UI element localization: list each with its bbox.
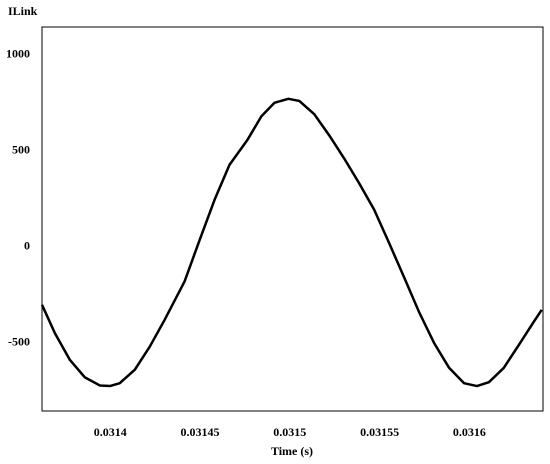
x-tick-label: 0.03155 (360, 425, 399, 439)
y-tick-label: 0 (24, 239, 30, 253)
chart-title: ILink (8, 4, 38, 18)
y-tick-label: -500 (8, 335, 30, 349)
data-line (40, 97, 543, 388)
x-tick-label: 0.0314 (94, 425, 127, 439)
x-axis-label: Time (s) (271, 444, 313, 458)
x-tick-label: 0.03145 (181, 425, 220, 439)
plot-frame (41, 26, 544, 412)
x-tick-label: 0.0316 (453, 425, 486, 439)
y-tick-label: 1000 (6, 47, 30, 61)
y-tick-label: 500 (12, 143, 30, 157)
x-tick-label: 0.0315 (273, 425, 306, 439)
